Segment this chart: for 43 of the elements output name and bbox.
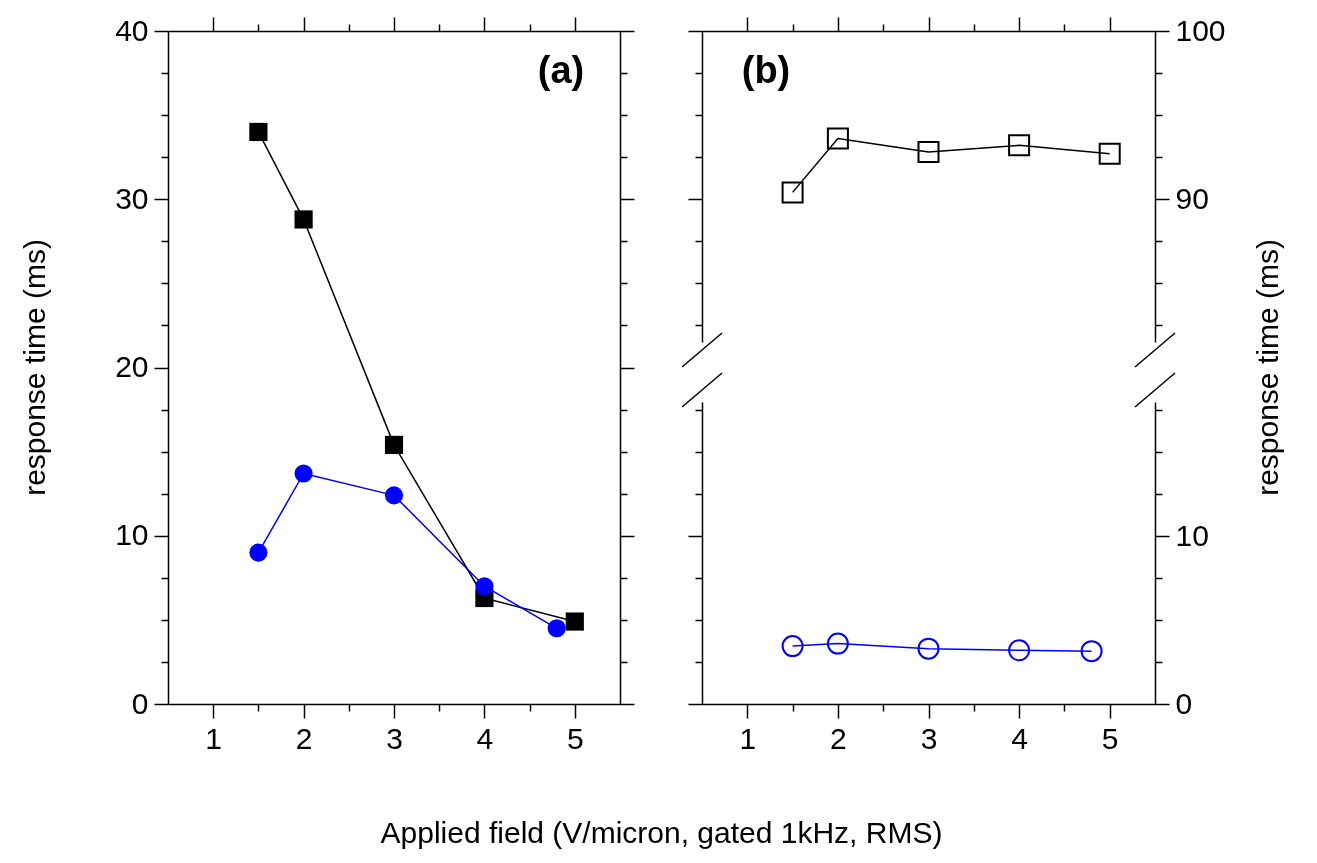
point xyxy=(1008,134,1031,157)
point xyxy=(475,577,494,596)
x-tick-label: 2 xyxy=(830,721,847,755)
point xyxy=(826,632,849,655)
y-tick-label: 10 xyxy=(115,518,149,552)
x-tick-label: 3 xyxy=(386,721,403,755)
x-tick-label: 1 xyxy=(205,721,223,755)
x-tick-label: 2 xyxy=(295,721,313,755)
point xyxy=(826,127,849,150)
point xyxy=(384,486,404,505)
point xyxy=(917,141,940,164)
x-tick-label: 5 xyxy=(1101,721,1119,755)
point xyxy=(547,619,566,638)
y-axis-title: response time (ms) xyxy=(17,239,51,496)
point xyxy=(781,635,804,658)
x-tick-label: 5 xyxy=(566,721,584,755)
y-tick-label: 0 xyxy=(1175,686,1193,720)
point xyxy=(1080,640,1103,663)
point xyxy=(294,210,313,229)
point xyxy=(249,543,268,562)
y-tick-label: 100 xyxy=(1175,13,1226,47)
y-tick-label: 20 xyxy=(115,350,149,383)
y-tick-label: 10 xyxy=(1175,518,1209,552)
point xyxy=(249,122,268,142)
x-axis-title: Applied field (V/micron, gated 1kHz, RMS) xyxy=(380,815,943,849)
y-tick-label: 30 xyxy=(115,181,149,215)
x-tick-label: 3 xyxy=(920,721,938,755)
point xyxy=(1008,639,1031,662)
annotation: (a) xyxy=(537,49,585,91)
point xyxy=(565,612,584,631)
point xyxy=(294,464,313,483)
x-tick-label: 4 xyxy=(476,721,494,755)
y-tick-label: 40 xyxy=(115,13,149,47)
point xyxy=(1098,142,1121,165)
y-tick-label: 0 xyxy=(131,686,149,720)
x-tick-label: 4 xyxy=(1011,721,1028,755)
annotation: (b) xyxy=(741,49,791,91)
y-axis-title: response time (ms) xyxy=(1250,239,1284,496)
x-tick-label: 1 xyxy=(739,721,757,755)
point xyxy=(384,435,404,454)
y-tick-label: 90 xyxy=(1175,181,1209,215)
point xyxy=(917,637,940,660)
point xyxy=(781,181,804,204)
